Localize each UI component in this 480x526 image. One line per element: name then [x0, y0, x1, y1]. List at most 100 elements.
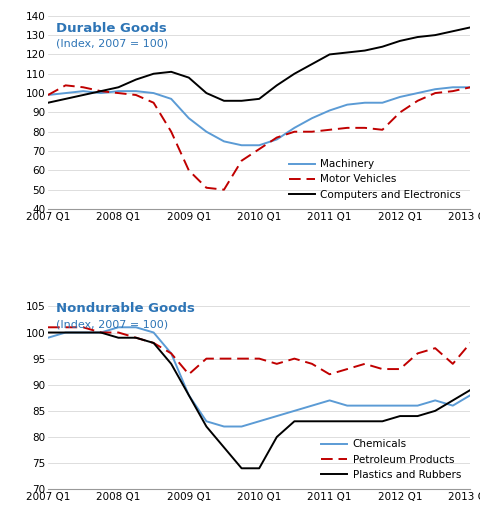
Plastics and Rubbers [344, 418, 350, 424]
Chemicals [80, 329, 86, 336]
Machinery [344, 102, 350, 108]
Chemicals [98, 329, 104, 336]
Motor Vehicles [468, 84, 473, 90]
Plastics and Rubbers [432, 408, 438, 414]
Chemicals [63, 329, 69, 336]
Machinery [204, 128, 209, 135]
Petroleum Products [397, 366, 403, 372]
Computers and Electronics [98, 88, 104, 94]
Petroleum Products [151, 340, 156, 346]
Line: Petroleum Products: Petroleum Products [48, 327, 470, 375]
Plastics and Rubbers [291, 418, 297, 424]
Line: Motor Vehicles: Motor Vehicles [48, 85, 470, 190]
Machinery [380, 99, 385, 106]
Plastics and Rubbers [450, 397, 456, 403]
Plastics and Rubbers [380, 418, 385, 424]
Petroleum Products [239, 356, 244, 362]
Motor Vehicles [291, 128, 297, 135]
Computers and Electronics [327, 51, 333, 57]
Computers and Electronics [468, 24, 473, 31]
Machinery [309, 115, 315, 122]
Motor Vehicles [116, 90, 121, 96]
Petroleum Products [186, 371, 192, 378]
Petroleum Products [450, 361, 456, 367]
Computers and Electronics [291, 70, 297, 77]
Plastics and Rubbers [256, 465, 262, 471]
Plastics and Rubbers [204, 423, 209, 430]
Motor Vehicles [98, 88, 104, 94]
Machinery [256, 142, 262, 148]
Motor Vehicles [256, 146, 262, 152]
Plastics and Rubbers [274, 434, 280, 440]
Machinery [468, 84, 473, 90]
Machinery [450, 84, 456, 90]
Motor Vehicles [45, 92, 51, 98]
Plastics and Rubbers [221, 444, 227, 451]
Line: Computers and Electronics: Computers and Electronics [48, 27, 470, 103]
Chemicals [274, 413, 280, 419]
Machinery [432, 86, 438, 93]
Plastics and Rubbers [45, 329, 51, 336]
Petroleum Products [168, 350, 174, 357]
Machinery [274, 136, 280, 143]
Machinery [151, 90, 156, 96]
Chemicals [116, 324, 121, 330]
Petroleum Products [432, 345, 438, 351]
Plastics and Rubbers [168, 361, 174, 367]
Petroleum Products [415, 350, 420, 357]
Motor Vehicles [432, 90, 438, 96]
Motor Vehicles [327, 127, 333, 133]
Petroleum Products [380, 366, 385, 372]
Petroleum Products [327, 371, 333, 378]
Motor Vehicles [344, 125, 350, 131]
Chemicals [221, 423, 227, 430]
Plastics and Rubbers [98, 329, 104, 336]
Machinery [362, 99, 368, 106]
Plastics and Rubbers [239, 465, 244, 471]
Chemicals [204, 418, 209, 424]
Text: Nondurable Goods: Nondurable Goods [57, 302, 195, 315]
Chemicals [186, 392, 192, 398]
Chemicals [291, 408, 297, 414]
Computers and Electronics [221, 98, 227, 104]
Plastics and Rubbers [63, 329, 69, 336]
Machinery [397, 94, 403, 100]
Line: Plastics and Rubbers: Plastics and Rubbers [48, 332, 470, 468]
Petroleum Products [116, 329, 121, 336]
Plastics and Rubbers [327, 418, 333, 424]
Plastics and Rubbers [309, 418, 315, 424]
Plastics and Rubbers [186, 392, 192, 398]
Chemicals [380, 402, 385, 409]
Machinery [186, 115, 192, 122]
Computers and Electronics [239, 98, 244, 104]
Petroleum Products [309, 361, 315, 367]
Petroleum Products [256, 356, 262, 362]
Machinery [63, 90, 69, 96]
Chemicals [168, 350, 174, 357]
Motor Vehicles [221, 187, 227, 193]
Chemicals [309, 402, 315, 409]
Motor Vehicles [168, 128, 174, 135]
Text: Durable Goods: Durable Goods [57, 22, 167, 35]
Chemicals [432, 397, 438, 403]
Motor Vehicles [63, 82, 69, 88]
Legend: Machinery, Motor Vehicles, Computers and Electronics: Machinery, Motor Vehicles, Computers and… [285, 155, 465, 204]
Machinery [45, 92, 51, 98]
Computers and Electronics [45, 99, 51, 106]
Motor Vehicles [450, 88, 456, 94]
Petroleum Products [80, 324, 86, 330]
Computers and Electronics [432, 32, 438, 38]
Chemicals [256, 418, 262, 424]
Machinery [221, 138, 227, 145]
Chemicals [450, 402, 456, 409]
Motor Vehicles [204, 185, 209, 191]
Motor Vehicles [133, 92, 139, 98]
Plastics and Rubbers [151, 340, 156, 346]
Legend: Chemicals, Petroleum Products, Plastics and Rubbers: Chemicals, Petroleum Products, Plastics … [317, 435, 465, 484]
Machinery [239, 142, 244, 148]
Chemicals [327, 397, 333, 403]
Chemicals [397, 402, 403, 409]
Plastics and Rubbers [133, 335, 139, 341]
Computers and Electronics [186, 75, 192, 81]
Plastics and Rubbers [415, 413, 420, 419]
